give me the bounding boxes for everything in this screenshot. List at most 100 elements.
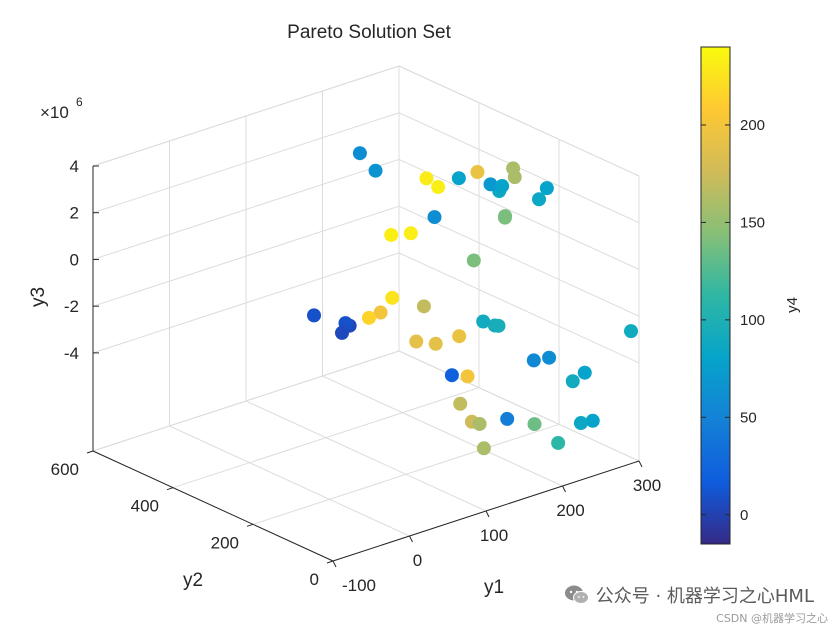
y-tick-mark: [166, 487, 174, 491]
y-tick-label: 400: [131, 497, 159, 516]
gridline: [92, 112, 400, 214]
z-exponent: ×10 6: [40, 95, 83, 122]
scatter-point: [352, 146, 367, 161]
colorbar-tick-label: 200: [740, 117, 765, 134]
scatter-point: [403, 226, 418, 241]
scatter-point: [409, 334, 424, 349]
wechat-icon: [564, 585, 589, 604]
scatter-point: [539, 181, 554, 196]
scatter-point: [495, 179, 510, 194]
scatter-point: [497, 210, 512, 225]
gridline: [92, 205, 400, 307]
colorbar-tick-label: 150: [740, 214, 765, 231]
scatter-point: [466, 253, 481, 268]
z-exponent-power: 6: [76, 95, 83, 109]
watermark: 公众号 · 机器学习之心HML: [564, 582, 814, 608]
gridline: [322, 375, 563, 487]
scatter-point: [373, 305, 388, 320]
scatter-point: [451, 171, 466, 186]
y-axis-label: y2: [183, 570, 203, 591]
scatter-points: [307, 146, 638, 456]
y-tick-mark: [246, 523, 254, 527]
x-tick-mark: [485, 510, 490, 518]
colorbar-ticks: 0 50 100 150 200: [701, 117, 765, 524]
gridline: [398, 252, 640, 364]
z-tick-label: 0: [70, 250, 79, 269]
scatter-point: [472, 416, 487, 431]
scatter-point: [428, 336, 443, 351]
z-tick-label: 2: [70, 204, 79, 223]
scatter-point: [452, 329, 467, 344]
gridline: [252, 423, 560, 525]
scatter-point: [335, 325, 349, 340]
x-tick-mark: [332, 560, 337, 568]
scatter-point: [444, 368, 459, 383]
z-axis-label: y3: [28, 287, 49, 307]
x-axis-label: y1: [484, 577, 504, 598]
x-tick-label: 100: [480, 526, 508, 545]
scatter-point: [431, 180, 446, 195]
colorbar: 0 50 100 150 200 y4: [700, 46, 801, 545]
z-tick-label: -2: [64, 297, 79, 316]
scatter-point: [361, 310, 376, 325]
scatter-point: [419, 171, 434, 186]
scatter-point: [624, 324, 638, 339]
y-axis-line: [92, 450, 334, 562]
z-tick-label: 4: [70, 157, 79, 176]
scatter-point: [565, 374, 580, 389]
gridline: [92, 252, 400, 354]
scatter-point: [470, 165, 485, 180]
y-tick-label: 200: [211, 533, 239, 552]
csdn-credit: CSDN @机器学习之心: [716, 612, 828, 625]
scatter-point: [532, 192, 547, 207]
gridline: [398, 350, 640, 462]
scatter-point: [542, 350, 557, 365]
gridline: [398, 65, 640, 177]
scatter-point: [551, 435, 566, 450]
x-tick-mark: [638, 460, 643, 468]
x-tick-mark: [562, 485, 566, 493]
scatter-point: [585, 413, 600, 428]
gridline: [92, 65, 400, 167]
y-tick-label: 0: [310, 570, 319, 589]
x-tick-label: 200: [556, 501, 584, 520]
scatter-point: [427, 210, 442, 225]
scatter-point: [573, 416, 588, 431]
scatter-point: [385, 290, 400, 305]
colorbar-tick-label: 100: [740, 312, 765, 329]
x-tick-label: 300: [633, 476, 661, 495]
watermark-text: 公众号 · 机器学习之心HML: [595, 586, 814, 607]
colorbar-label: y4: [784, 297, 801, 313]
y-tick-label: 600: [51, 460, 79, 479]
colorbar-tick-label: 0: [740, 507, 748, 524]
gridline: [169, 425, 410, 537]
scatter-point: [460, 369, 475, 384]
y-tick-mark: [326, 560, 334, 564]
scatter-point: [368, 163, 383, 178]
x-tick-mark: [409, 535, 413, 543]
scatter-point: [507, 170, 522, 185]
scatter-point: [476, 441, 491, 456]
chart-title: Pareto Solution Set: [287, 22, 451, 43]
colorbar-gradient: [700, 46, 731, 545]
gridline: [398, 158, 640, 270]
gridline: [398, 205, 640, 317]
scatter-point: [453, 396, 468, 411]
gridline: [245, 400, 487, 512]
z-tick-label: -4: [64, 344, 79, 363]
gridline: [92, 350, 400, 452]
tick-labels: -100 0 100 200 300 0 200 400 600 -4 -2 0 2 4: [51, 157, 662, 595]
gridline: [172, 387, 480, 489]
scatter-point: [527, 417, 542, 432]
scatter-point: [491, 318, 506, 333]
scatter-point: [384, 227, 399, 242]
x-tick-label: -100: [342, 576, 376, 595]
scatter-point: [483, 177, 498, 192]
scatter-point: [416, 299, 431, 314]
y-tick-mark: [86, 450, 94, 454]
scatter-point: [476, 314, 491, 329]
z-exponent-base: ×10: [40, 103, 69, 122]
scatter-point: [307, 308, 321, 323]
x-tick-label: 0: [413, 551, 422, 570]
